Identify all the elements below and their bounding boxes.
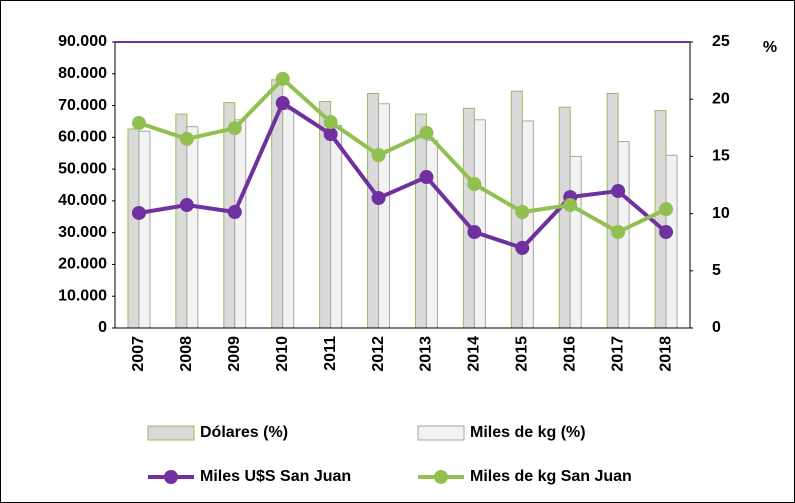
bar bbox=[127, 128, 140, 329]
legend-label: Dólares (%) bbox=[200, 424, 288, 441]
bar bbox=[234, 119, 247, 329]
y2-tick-label: 10 bbox=[712, 205, 730, 222]
y2-tick-label: 5 bbox=[712, 262, 721, 279]
marker bbox=[659, 202, 674, 217]
marker bbox=[227, 121, 242, 136]
x-tick-label: 2014 bbox=[466, 336, 483, 372]
y-tick-label: 70.000 bbox=[58, 97, 107, 114]
y-tick-label: 50.000 bbox=[58, 160, 107, 177]
x-tick-label: 2007 bbox=[130, 336, 147, 372]
marker bbox=[515, 240, 530, 255]
line bbox=[138, 100, 668, 251]
marker bbox=[611, 184, 626, 199]
marker bbox=[659, 225, 674, 240]
bar bbox=[186, 126, 199, 329]
legend-marker bbox=[434, 470, 448, 484]
bar bbox=[606, 92, 619, 329]
marker bbox=[515, 205, 530, 220]
bar bbox=[414, 113, 427, 329]
bar bbox=[330, 125, 343, 329]
y2-tick-label: 0 bbox=[712, 319, 721, 336]
bar bbox=[138, 130, 151, 329]
bar bbox=[654, 110, 667, 329]
x-tick-label: 2018 bbox=[657, 336, 674, 372]
marker bbox=[467, 177, 482, 192]
y-tick-label: 40.000 bbox=[58, 192, 107, 209]
bar bbox=[569, 155, 582, 329]
y2-axis-label: % bbox=[763, 39, 777, 56]
marker bbox=[323, 115, 338, 130]
y2-tick-label: 25 bbox=[712, 33, 730, 50]
legend-swatch bbox=[147, 425, 195, 441]
x-tick-label: 2016 bbox=[561, 336, 578, 372]
legend-swatch bbox=[417, 425, 465, 441]
bar bbox=[425, 139, 438, 329]
legend-label: Miles de kg (%) bbox=[470, 424, 586, 441]
y-tick-label: 20.000 bbox=[58, 256, 107, 273]
marker bbox=[563, 198, 578, 213]
bar bbox=[558, 106, 571, 329]
x-tick-label: 2012 bbox=[370, 336, 387, 372]
marker bbox=[323, 127, 338, 142]
y-tick-label: 0 bbox=[98, 319, 107, 336]
legend-marker bbox=[164, 470, 178, 484]
marker bbox=[275, 71, 290, 86]
x-tick-label: 2009 bbox=[226, 336, 243, 372]
y2-tick-label: 20 bbox=[712, 90, 730, 107]
x-tick-label: 2013 bbox=[418, 336, 435, 372]
marker bbox=[371, 191, 386, 206]
bar bbox=[521, 120, 534, 329]
bar bbox=[665, 154, 678, 329]
marker bbox=[179, 131, 194, 146]
y-tick-label: 90.000 bbox=[58, 33, 107, 50]
y-tick-label: 60.000 bbox=[58, 129, 107, 146]
marker bbox=[419, 170, 434, 185]
x-tick-label: 2011 bbox=[322, 336, 339, 371]
marker bbox=[419, 125, 434, 140]
marker bbox=[611, 225, 626, 240]
y-tick-label: 30.000 bbox=[58, 224, 107, 241]
marker bbox=[131, 116, 146, 131]
marker bbox=[467, 225, 482, 240]
marker bbox=[131, 205, 146, 220]
x-tick-label: 2010 bbox=[274, 336, 291, 372]
marker bbox=[371, 148, 386, 163]
x-tick-label: 2008 bbox=[178, 336, 195, 372]
marker bbox=[179, 198, 194, 213]
bar bbox=[282, 108, 295, 329]
legend-label: Miles de kg San Juan bbox=[470, 468, 632, 485]
y-tick-label: 80.000 bbox=[58, 65, 107, 82]
line bbox=[138, 76, 667, 235]
x-tick-label: 2015 bbox=[514, 336, 531, 372]
bar bbox=[462, 107, 475, 329]
bar bbox=[473, 119, 486, 329]
marker bbox=[275, 96, 290, 111]
marker bbox=[227, 205, 242, 220]
y-tick-label: 10.000 bbox=[58, 287, 107, 304]
x-tick-label: 2017 bbox=[609, 336, 626, 372]
legend-label: Miles U$S San Juan bbox=[200, 468, 351, 485]
bar bbox=[367, 92, 380, 329]
y2-tick-label: 15 bbox=[712, 148, 730, 165]
bar bbox=[175, 113, 188, 329]
bar bbox=[378, 103, 391, 329]
